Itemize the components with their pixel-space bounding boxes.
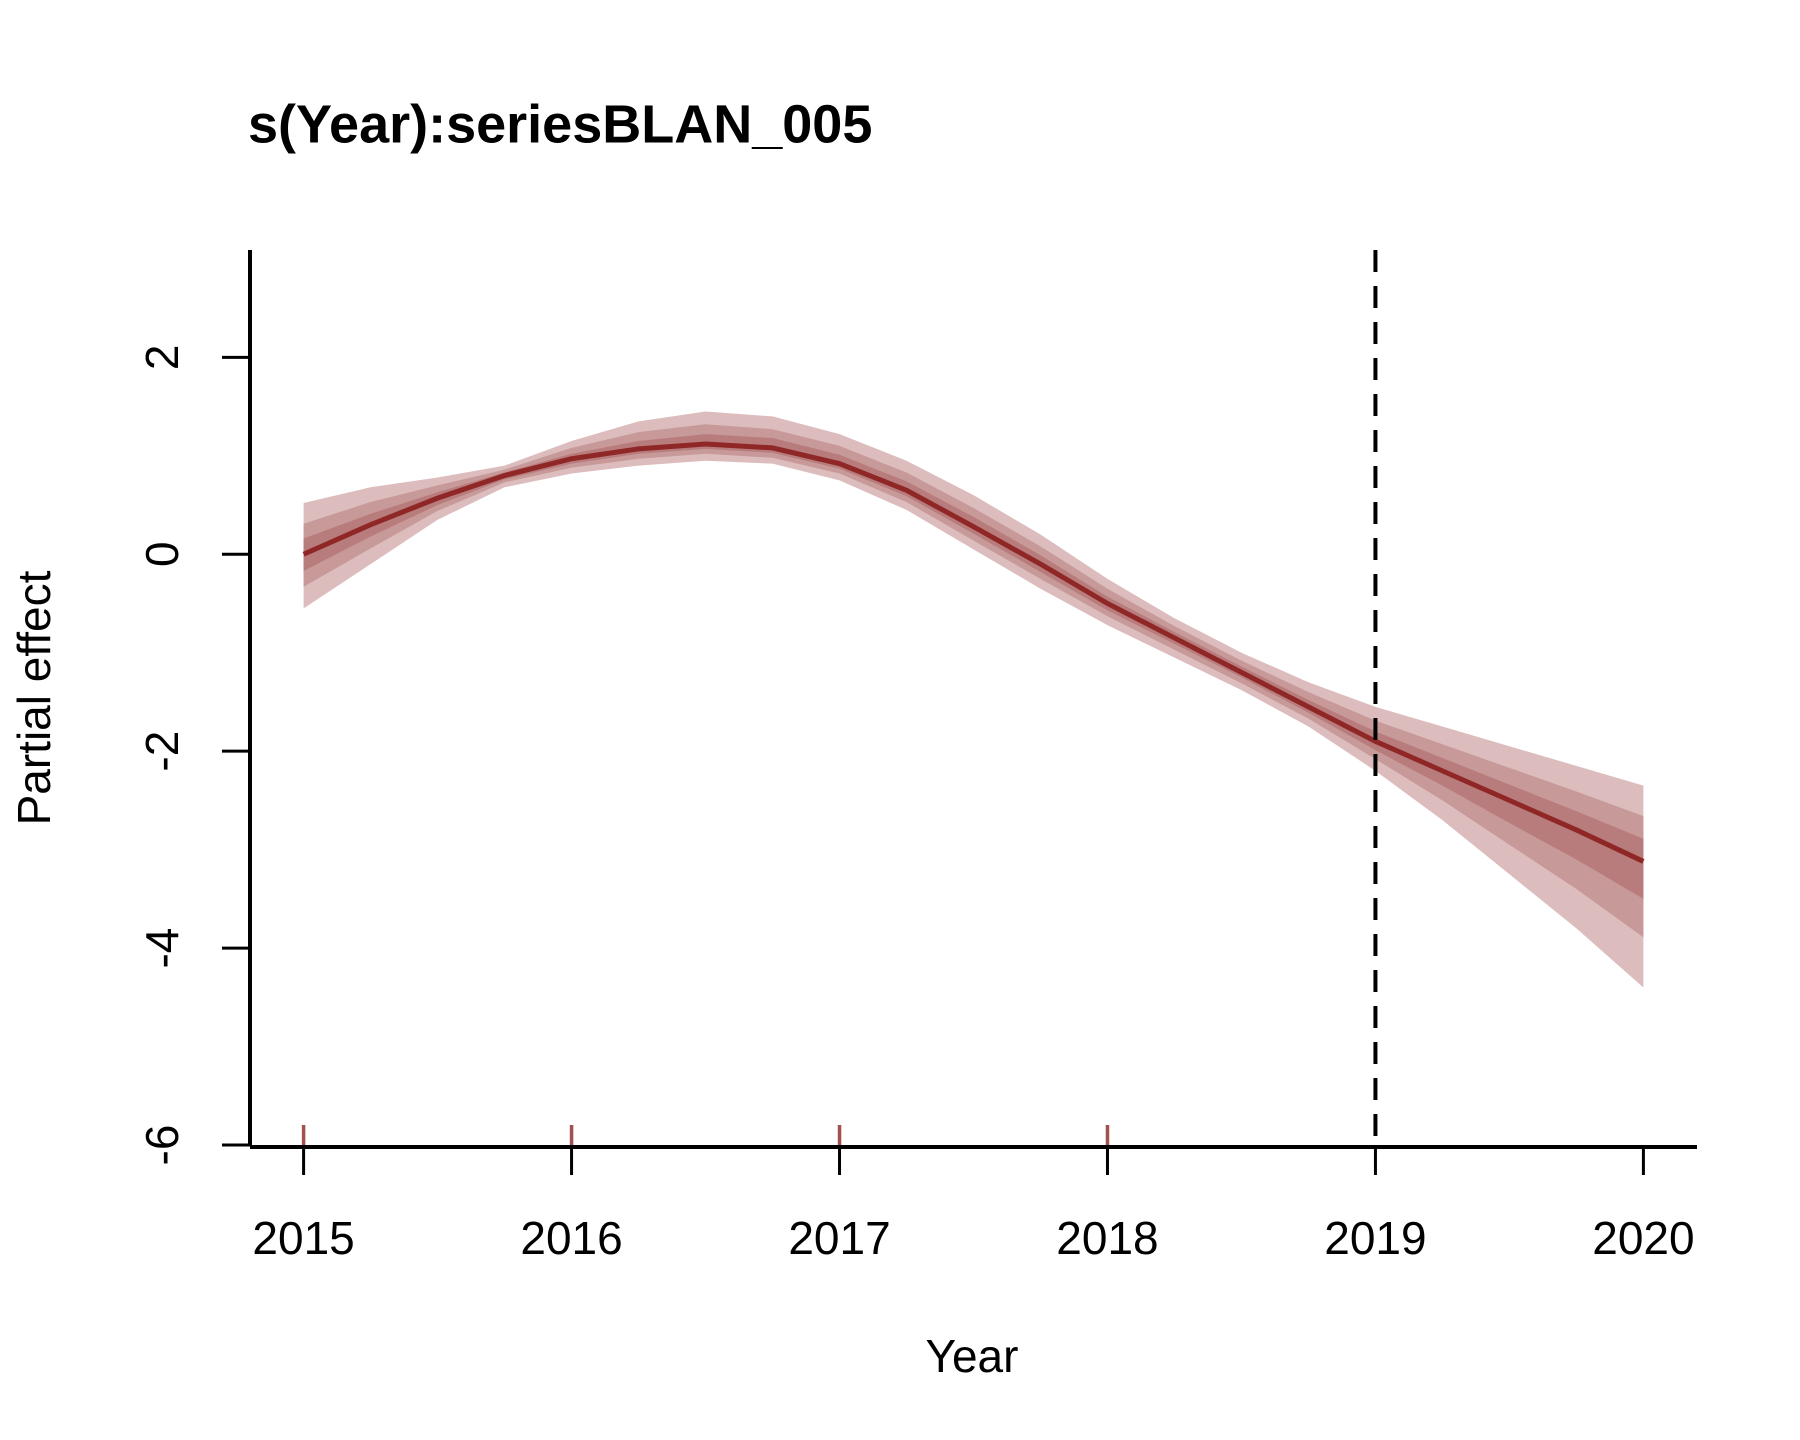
y-tick-label: -6 (136, 1125, 188, 1166)
y-tick-label: -4 (136, 928, 188, 969)
x-tick-label: 2015 (252, 1212, 354, 1264)
y-tick-label: -2 (136, 731, 188, 772)
x-tick-label: 2020 (1592, 1212, 1694, 1264)
y-axis-title: Partial effect (8, 570, 60, 825)
x-tick-label: 2018 (1056, 1212, 1158, 1264)
x-tick-label: 2019 (1324, 1212, 1426, 1264)
y-tick-label: 2 (136, 345, 188, 371)
x-tick-label: 2016 (520, 1212, 622, 1264)
x-tick-label: 2017 (788, 1212, 890, 1264)
chart-title: s(Year):seriesBLAN_005 (248, 94, 872, 154)
y-tick-label: 0 (136, 541, 188, 567)
x-axis-title: Year (926, 1330, 1019, 1382)
median-line (302, 441, 1645, 864)
plot-area: -6 -4 -2 0 2 2015 2016 2017 2018 2019 2020 (136, 250, 1697, 1264)
